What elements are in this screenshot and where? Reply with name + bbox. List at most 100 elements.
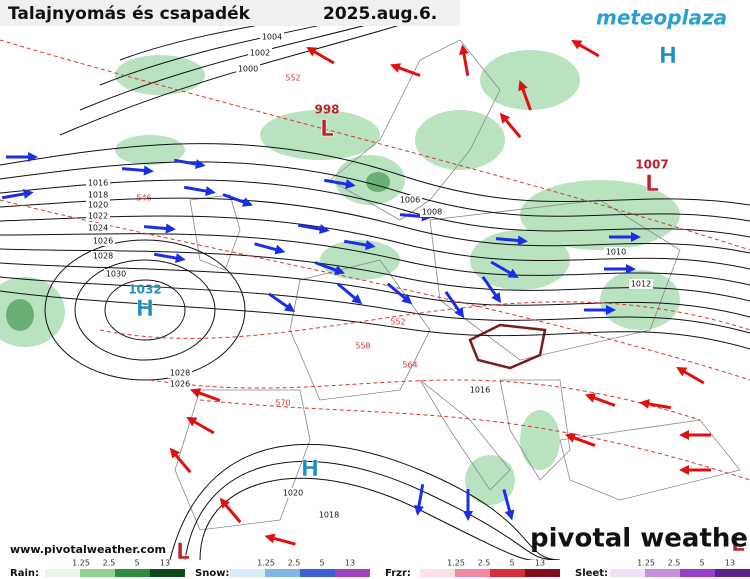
thickness-lines <box>0 39 750 481</box>
thickness-line <box>0 199 750 381</box>
legend-swatch <box>455 569 490 577</box>
legend-swatch <box>715 569 750 577</box>
wind-arrow <box>189 388 221 402</box>
legend-tick: 13 <box>725 559 735 568</box>
isobar <box>184 461 561 561</box>
center-letter: L <box>176 540 190 565</box>
wind-arrow <box>173 158 206 169</box>
legend-swatch <box>115 569 150 577</box>
isobar-label: 1006 <box>400 196 420 205</box>
legend-tick: 1.25 <box>257 559 275 568</box>
isobar <box>0 276 750 334</box>
isobar-label: 1028 <box>170 369 190 378</box>
legend-tick: 5 <box>509 559 514 568</box>
isobar <box>0 197 750 254</box>
isobar-label: 1012 <box>631 280 651 289</box>
wind-arrow <box>386 282 413 305</box>
hungary-border <box>468 323 547 370</box>
legend-swatch <box>300 569 335 577</box>
wind-arrow <box>584 393 616 407</box>
legend-tick: 13 <box>160 559 170 568</box>
isobar-label: 1018 <box>88 191 108 200</box>
isobar <box>0 215 750 270</box>
isobar-label: 1024 <box>88 224 108 233</box>
legend-label: Frzr: <box>385 568 411 579</box>
isobar-label: 1020 <box>88 201 108 210</box>
isobar <box>169 444 561 561</box>
isobar-label: 1002 <box>250 49 270 58</box>
wind-arrow <box>502 489 515 521</box>
legend-label: Rain: <box>10 568 39 579</box>
wind-arrow <box>481 276 502 304</box>
isobar-label-bg <box>281 488 305 498</box>
legend: Rain: 1.25 2.5 5 13 Snow: 1.25 2.5 5 13 Frzr: 1.25 2… <box>10 559 750 579</box>
wind-arrow <box>609 232 641 242</box>
legend-label: Snow: <box>195 568 229 579</box>
isobar-label-bg <box>86 223 110 233</box>
labels: 1004100210001016101810201022102410261028… <box>86 32 745 565</box>
legend-tick: 1.25 <box>447 559 465 568</box>
center-letter: H <box>136 297 154 322</box>
wind-arrow <box>297 223 330 234</box>
title: Talajnyomás és csapadék <box>8 4 251 24</box>
isobar <box>44 239 246 381</box>
wind-arrow <box>186 417 215 435</box>
isobar-label: 1008 <box>422 208 442 217</box>
isobar-label-bg <box>86 200 110 210</box>
isobar-label-bg <box>91 251 115 261</box>
isobar-label-bg <box>260 32 284 42</box>
center-letter: L <box>320 117 334 142</box>
isobar-label-bg <box>86 178 110 188</box>
wind-arrow <box>336 282 363 305</box>
isobar-label-bg <box>86 190 110 200</box>
isobar-label-bg <box>236 64 260 74</box>
thickness-label: 546 <box>136 194 151 203</box>
legend-tick: 5 <box>134 559 139 568</box>
wind-arrow <box>264 533 296 546</box>
legend-tick: 13 <box>535 559 545 568</box>
wind-arrow <box>268 292 296 313</box>
legend-label: Sleet: <box>575 568 608 579</box>
isobar-label: 1026 <box>170 380 190 389</box>
center-pressure: 1007 <box>635 158 668 172</box>
isobar-label-bg <box>420 207 444 217</box>
isobar-label-bg <box>398 195 422 205</box>
center-letter: H <box>659 44 677 69</box>
isobar-label: 1028 <box>93 252 113 261</box>
legend-swatch <box>525 569 560 577</box>
isobar-label: 1016 <box>470 386 490 395</box>
thickness-line <box>149 379 701 421</box>
wind-arrow <box>495 235 528 246</box>
isobar-label: 1020 <box>283 489 303 498</box>
date: 2025.aug.6. <box>323 4 437 24</box>
wind-arrow <box>564 433 596 447</box>
brand: pivotal weather <box>530 524 750 554</box>
legend-swatch <box>335 569 370 577</box>
wind-arrow <box>389 63 421 77</box>
logo-box <box>588 4 710 32</box>
legend-swatch <box>680 569 715 577</box>
isobar-label-bg <box>104 269 128 279</box>
wind-arrow <box>143 223 176 234</box>
legend-tick: 5 <box>699 559 704 568</box>
isobar <box>0 179 750 238</box>
wind-arrow <box>444 291 465 319</box>
wind-arrow <box>639 399 672 410</box>
isobar-label: 1022 <box>88 212 108 221</box>
legend-swatch <box>150 569 185 577</box>
isobar-label: 1004 <box>262 33 282 42</box>
wind-arrow <box>306 47 335 65</box>
isobar-label: 1000 <box>238 65 258 74</box>
wind-arrow <box>222 193 254 207</box>
isobar <box>0 161 750 222</box>
isobar-label: 1016 <box>88 179 108 188</box>
wind-arrow <box>676 367 705 385</box>
center-letter: L <box>731 532 745 557</box>
isobar-label-bg <box>248 48 272 58</box>
isobar-label-bg <box>86 211 110 221</box>
isobar-label-bg <box>168 368 192 378</box>
legend-tick: 1.25 <box>637 559 655 568</box>
heavy-precip <box>6 172 390 331</box>
website: www.pivotalweather.com <box>10 543 166 556</box>
